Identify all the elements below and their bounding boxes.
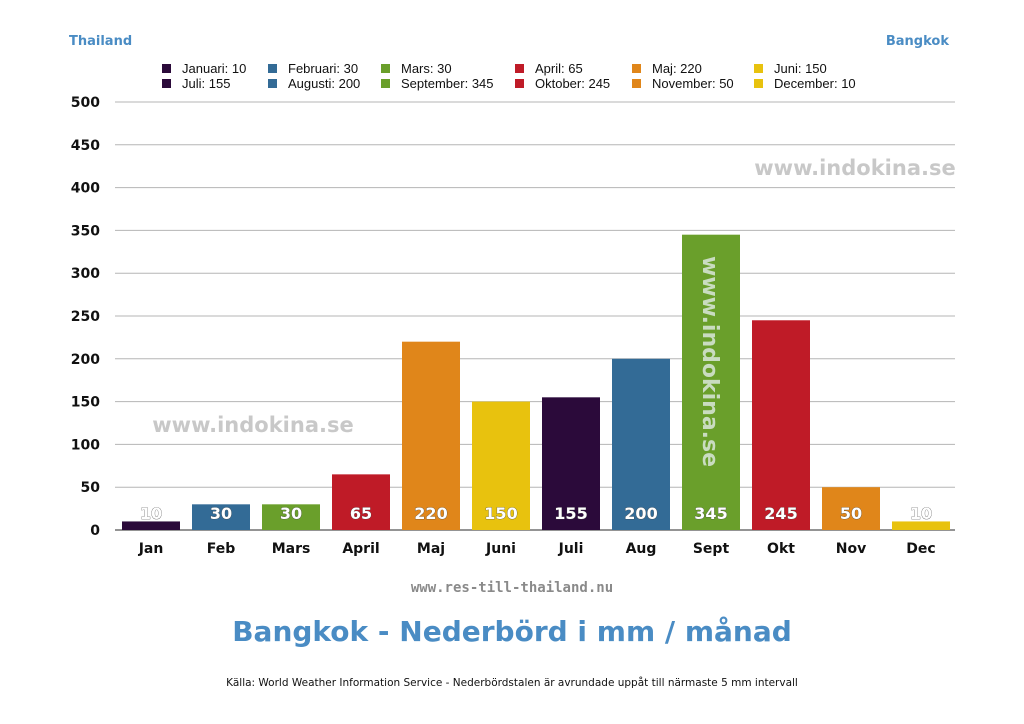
legend-item: December: 10 [754,75,882,91]
legend-item: Maj: 220 [632,60,754,76]
bar [472,401,530,530]
bar-data-label: 200 [624,504,657,523]
y-tick-label: 100 [71,437,100,453]
x-tick-label: Mars [272,541,311,557]
legend-label: Februari: 30 [288,60,359,76]
bar [682,234,740,530]
bar [892,521,950,530]
x-tick-label: Okt [767,541,795,557]
x-tick-label: Nov [836,541,866,557]
bar [122,521,180,530]
legend-swatch [754,63,763,73]
city-label: Bangkok [885,34,949,49]
legend-swatch [268,63,277,73]
legend-item: Juli: 155 [162,75,268,91]
x-tick-label: Jan [138,541,164,557]
y-tick-label: 0 [90,523,100,539]
bar-data-label: 150 [484,504,517,523]
legend-swatch [381,78,390,88]
legend-item: Januari: 10 [162,60,268,76]
y-tick-label: 200 [71,352,100,368]
x-tick-label: Maj [417,541,445,557]
bar-data-label: 30 [210,504,232,523]
bar-data-label: 50 [840,504,862,523]
bar [752,320,810,530]
footer-url: www.res-till-thailand.nu [410,580,614,596]
legend-swatch [381,63,390,73]
legend-label: Oktober: 245 [535,75,611,91]
watermark-text: www.indokina.se [697,256,722,467]
legend-label: Augusti: 200 [288,75,361,91]
legend-swatch [632,78,641,88]
legend-item: September: 345 [381,75,515,91]
legend-item: Oktober: 245 [515,75,632,91]
y-tick-label: 400 [71,181,100,197]
legend-label: Januari: 10 [182,60,247,76]
legend-label: December: 10 [774,75,856,91]
legend-swatch [632,63,641,73]
source-note: Källa: World Weather Information Service… [226,677,798,689]
legend-label: November: 50 [652,75,734,91]
x-tick-label: Juni [485,541,516,557]
legend-swatch [515,63,524,73]
bar-data-label: 10 [910,504,932,523]
watermark-text: www.indokina.se [754,156,955,180]
bar [262,504,320,530]
legend-item: April: 65 [515,60,632,76]
country-label: Thailand [69,34,133,49]
y-tick-label: 350 [71,223,100,239]
bar-data-label: 245 [764,504,797,523]
legend-swatch [515,78,524,88]
legend-swatch [754,78,763,88]
y-tick-label: 250 [71,309,100,325]
x-tick-label: Aug [626,541,657,557]
bar-data-label: 30 [280,504,302,523]
legend-item: Februari: 30 [268,60,381,76]
legend-label: April: 65 [535,60,583,76]
x-tick-label: Feb [207,541,236,557]
y-tick-label: 450 [71,138,100,154]
y-tick-label: 300 [71,266,100,282]
bar [332,474,390,530]
legend-label: Maj: 220 [652,60,702,76]
legend-swatch [162,63,171,73]
bar [612,358,670,530]
bar [542,397,600,530]
bar [402,341,460,530]
chart-title: Bangkok - Nederbörd i mm / månad [232,615,792,648]
y-tick-label: 150 [71,395,100,411]
x-tick-label: Juli [558,541,584,557]
bar-data-label: 155 [554,504,587,523]
legend-swatch [268,78,277,88]
legend-item: Augusti: 200 [268,75,381,91]
chart-legend: Januari: 10 Februari: 30 Mars: 30 April: 65… [162,60,882,91]
x-tick-label: April [342,541,379,557]
x-tick-label: Sept [693,541,730,557]
bar [822,487,880,530]
x-tick-label: Dec [906,541,935,557]
y-tick-label: 50 [81,480,101,496]
y-tick-label: 500 [71,95,100,111]
legend-label: Mars: 30 [401,60,452,76]
bar [192,504,250,530]
bar-data-label: 65 [350,504,372,523]
bar-data-label: 345 [694,504,727,523]
legend-swatch [162,78,171,88]
legend-item: Mars: 30 [381,60,515,76]
legend-item: November: 50 [632,75,754,91]
legend-item: Juni: 150 [754,60,882,76]
bar-data-label: 10 [140,504,162,523]
watermark-text: www.indokina.se [152,413,353,437]
legend-label: Juli: 155 [182,75,231,91]
legend-label: September: 345 [401,75,494,91]
legend-label: Juni: 150 [774,60,827,76]
bar-data-label: 220 [414,504,447,523]
